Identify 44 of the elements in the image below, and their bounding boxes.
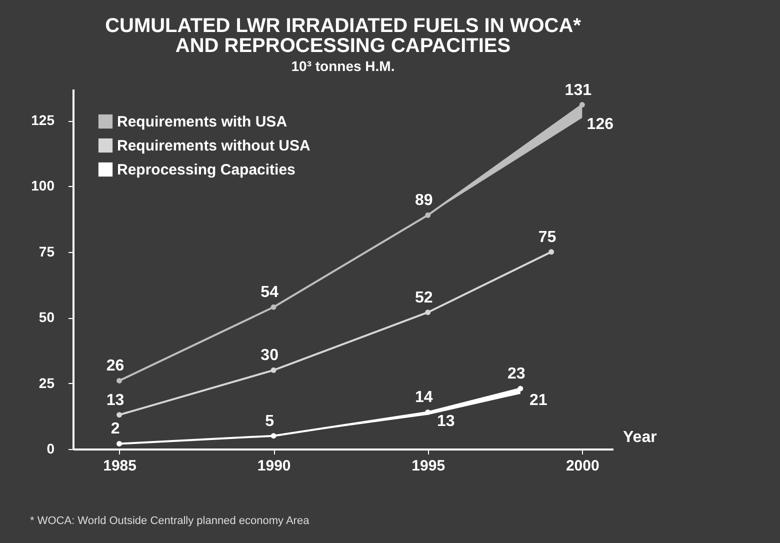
x-tick-label: 1985	[103, 458, 136, 474]
data-label: 14	[414, 389, 433, 406]
y-tick-label: 50	[38, 309, 55, 326]
annotation: 13	[436, 412, 455, 430]
annotation: 126	[586, 116, 614, 133]
point	[548, 249, 554, 255]
data-label: 23	[508, 366, 526, 383]
text: * WOCA: World Outside Centrally planned economy Area	[30, 515, 310, 527]
x-axis-title: Year	[623, 429, 657, 446]
y-axis-title: 10³ tonnes H.M.	[291, 58, 395, 74]
y-tick-label: 125	[31, 112, 55, 128]
point	[270, 433, 276, 439]
data-label: 52	[414, 289, 433, 306]
y-tick-label: 0	[46, 440, 55, 456]
legend-label: Requirements with USA	[117, 114, 288, 130]
y-tick-label: 25	[38, 374, 55, 391]
point	[270, 304, 276, 310]
point	[425, 212, 431, 218]
data-label: 131	[564, 82, 592, 99]
data-label: 5	[265, 412, 274, 430]
data-label: 89	[414, 192, 433, 210]
chart-title: CUMULATED LWR IRRADIATED FUELS IN WOCA* AND REPROCESSING CAPACITIES	[105, 14, 582, 57]
data-label: 26	[106, 358, 124, 375]
point	[116, 412, 122, 418]
point	[270, 367, 276, 373]
y-tick-label: 75	[38, 243, 55, 260]
point	[425, 310, 431, 316]
data-label: 75	[538, 228, 556, 246]
legend-label: Requirements without USA	[117, 138, 311, 154]
point	[116, 378, 122, 384]
point	[425, 409, 431, 415]
point	[116, 441, 122, 446]
point	[579, 102, 585, 108]
data-label: 30	[260, 347, 279, 364]
x-tick-label: 1990	[257, 458, 291, 474]
x-tick-label: 1995	[412, 458, 446, 474]
data-label: 54	[260, 284, 279, 302]
data-label: 13	[106, 392, 124, 409]
data-label: 2	[110, 420, 120, 438]
x-tick-label: 2000	[566, 458, 600, 474]
point	[518, 386, 524, 392]
legend-label: Reprocessing Capacities	[117, 162, 296, 178]
annotation: 21	[530, 392, 548, 409]
y-tick-label: 100	[31, 178, 55, 194]
